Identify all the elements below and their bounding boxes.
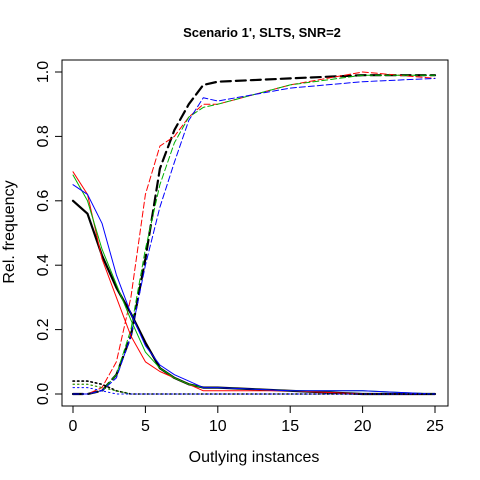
chart-title: Scenario 1', SLTS, SNR=2	[183, 25, 341, 40]
x-axis-label: Outlying instances	[189, 449, 320, 466]
series-line-solid-7	[72, 184, 436, 395]
plot-box	[61, 59, 449, 407]
series-line-solid-4	[71, 199, 437, 396]
y-tick-label: 0.8	[35, 125, 52, 147]
y-tick-label: 0.2	[35, 318, 52, 340]
series-layer	[71, 71, 437, 396]
y-tick-label: 0.4	[35, 254, 52, 276]
y-tick-label: 0.6	[35, 190, 52, 212]
x-tick-label: 25	[426, 418, 444, 435]
x-tick-label: 5	[141, 418, 150, 435]
plot-frame	[61, 59, 449, 407]
y-tick-label: 0.0	[35, 383, 52, 405]
x-tick-label: 20	[354, 418, 372, 435]
x-tick-label: 0	[69, 418, 78, 435]
x-axis: 0 5 10 15 20 25	[69, 405, 444, 435]
y-axis-label: Rel. frequency	[1, 180, 18, 283]
series-line-solid-6	[72, 174, 436, 395]
y-tick-label: 1.0	[35, 61, 52, 83]
x-tick-label: 10	[209, 418, 227, 435]
series-line-dotted-11	[72, 387, 436, 395]
y-axis: 0.0 0.2 0.4 0.6 0.8 1.0	[35, 61, 63, 405]
series-line-solid-5	[72, 171, 436, 395]
series-line-dashed-3	[72, 77, 436, 395]
x-tick-label: 15	[281, 418, 299, 435]
